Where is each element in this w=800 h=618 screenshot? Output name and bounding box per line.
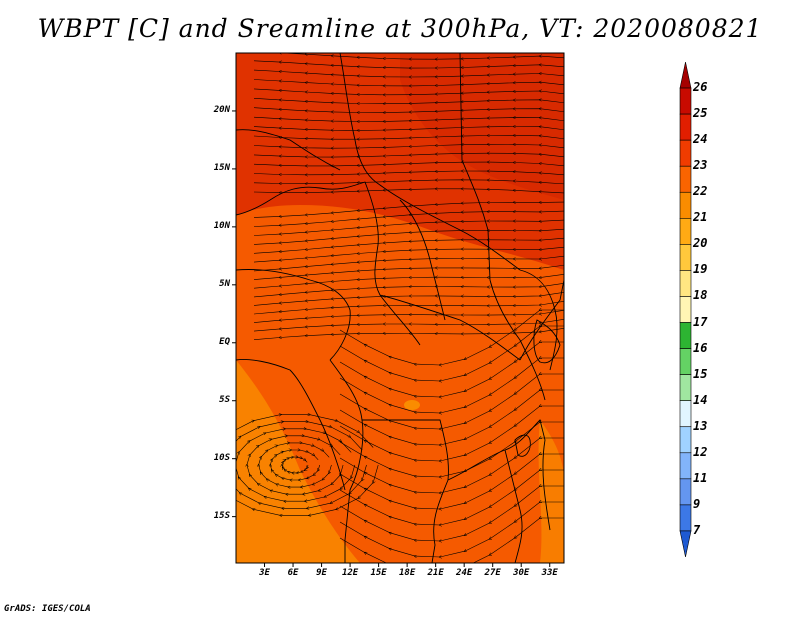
lat-tick-label: 10S bbox=[213, 452, 230, 463]
map-frame bbox=[235, 52, 565, 564]
colorbar-swatch bbox=[679, 400, 692, 428]
colorbar-label: 9 bbox=[693, 496, 701, 511]
streamline bbox=[253, 171, 564, 175]
colorbar-label: 14 bbox=[693, 392, 708, 407]
country-borders bbox=[236, 53, 564, 563]
colorbar-label: 13 bbox=[693, 418, 708, 433]
colorbar-swatch bbox=[679, 113, 692, 141]
colorbar-swatch bbox=[679, 244, 692, 271]
colorbar-swatch bbox=[679, 165, 692, 193]
lat-tick-label: EQ bbox=[219, 336, 230, 347]
streamlines bbox=[236, 53, 564, 563]
colorbar-swatch bbox=[679, 504, 692, 532]
streamline bbox=[253, 162, 564, 166]
streamline bbox=[253, 189, 564, 193]
streamline bbox=[253, 144, 564, 148]
colorbar-swatch bbox=[679, 270, 692, 297]
colorbar-swatch bbox=[679, 218, 692, 245]
streamline bbox=[253, 291, 564, 306]
colorbar-label: 25 bbox=[693, 106, 708, 121]
colorbar-label: 20 bbox=[693, 236, 708, 251]
map-title: WBPT [C] and Sreamline at 300hPa, VT: 20… bbox=[37, 14, 763, 43]
lon-tick-label: 27E bbox=[484, 568, 501, 578]
streamline bbox=[339, 518, 564, 563]
colorbar-swatch bbox=[679, 139, 692, 167]
streamline bbox=[253, 135, 564, 139]
streamline bbox=[253, 153, 564, 157]
colorbar-swatch bbox=[679, 296, 692, 323]
colorbar-label: 16 bbox=[693, 340, 708, 355]
lat-tick-label: 20N bbox=[213, 104, 230, 115]
streamline bbox=[253, 69, 564, 77]
lat-tick-label: 10N bbox=[213, 220, 230, 231]
colorbar-swatch bbox=[679, 348, 692, 375]
colorbar-label: 17 bbox=[693, 314, 708, 329]
colorbar-swatch bbox=[679, 191, 692, 219]
colorbar-swatch bbox=[679, 374, 692, 401]
streamline bbox=[253, 180, 564, 184]
colorbar-swatch bbox=[679, 322, 692, 349]
lon-tick-label: 30E bbox=[513, 568, 530, 578]
streamline bbox=[253, 127, 564, 131]
lon-tick-label: 12E bbox=[341, 568, 359, 578]
streamline bbox=[253, 273, 564, 289]
lat-tick-label: 15N bbox=[213, 162, 230, 173]
wbpt-field bbox=[236, 53, 564, 563]
streamline bbox=[253, 60, 564, 68]
field-warm-east bbox=[538, 420, 564, 563]
colorbar-swatch bbox=[679, 530, 692, 558]
colorbar bbox=[679, 61, 692, 558]
colorbar-label: 7 bbox=[693, 522, 701, 537]
colorbar-label: 23 bbox=[693, 158, 708, 173]
colorbar-swatch bbox=[679, 452, 692, 480]
streamline bbox=[253, 264, 564, 280]
streamline bbox=[253, 117, 564, 121]
lon-tick-label: 9E bbox=[316, 568, 327, 578]
streamline bbox=[253, 301, 564, 315]
streamline bbox=[253, 88, 564, 95]
lon-tick-label: 21E bbox=[427, 568, 444, 578]
streamline bbox=[253, 108, 564, 113]
streamline bbox=[236, 415, 379, 516]
colorbar-label: 26 bbox=[693, 80, 708, 95]
lon-tick-label: 18E bbox=[398, 568, 416, 578]
longitude-ticks bbox=[264, 563, 551, 567]
colorbar-label: 21 bbox=[693, 210, 708, 225]
colorbar-swatch bbox=[679, 426, 692, 454]
colorbar-swatch bbox=[679, 478, 692, 506]
lon-tick-label: 33E bbox=[541, 568, 558, 578]
latitude-ticks bbox=[232, 110, 236, 518]
colorbar-label: 19 bbox=[693, 262, 708, 277]
colorbar-swatch bbox=[679, 61, 692, 89]
colorbar-label: 11 bbox=[693, 470, 708, 485]
lat-tick-label: 5N bbox=[219, 278, 230, 289]
streamline bbox=[253, 98, 564, 103]
colorbar-label: 15 bbox=[693, 366, 708, 381]
lon-tick-label: 6E bbox=[287, 568, 299, 578]
streamline bbox=[253, 282, 564, 298]
credit-text: GrADS: IGES/COLA bbox=[4, 604, 91, 614]
colorbar-label: 22 bbox=[693, 184, 708, 199]
streamline bbox=[277, 53, 564, 60]
lon-tick-label: 24E bbox=[456, 568, 473, 578]
colorbar-label: 12 bbox=[693, 444, 708, 459]
lat-tick-label: 5S bbox=[219, 394, 230, 405]
lon-tick-label: 15E bbox=[370, 568, 387, 578]
lon-tick-label: 3E bbox=[259, 568, 270, 578]
colorbar-label: 24 bbox=[693, 132, 708, 147]
colorbar-swatch bbox=[679, 87, 692, 115]
streamline bbox=[253, 79, 564, 86]
field-warm-patch bbox=[404, 400, 420, 410]
lat-tick-label: 15S bbox=[213, 510, 230, 521]
colorbar-label: 18 bbox=[693, 288, 708, 303]
